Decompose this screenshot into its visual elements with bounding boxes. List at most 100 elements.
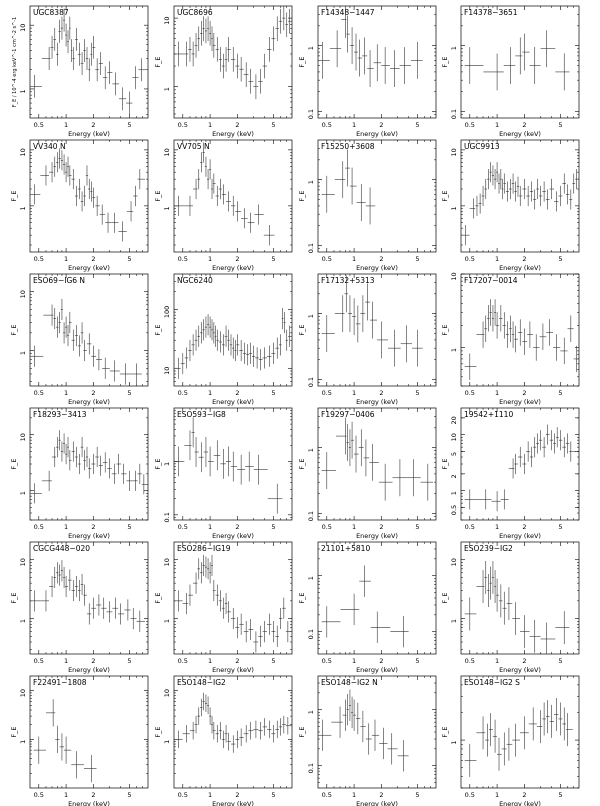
y-tick-label: 10 (19, 558, 27, 566)
x-tick-label: 2 (235, 389, 239, 397)
panel-frame (460, 139, 580, 253)
y-tick-label: 1 (163, 206, 171, 210)
x-tick-label: 2 (522, 791, 526, 799)
x-tick-label: 2 (91, 389, 95, 397)
y-axis-label: F_E (298, 324, 306, 335)
panel-title: 21101+5810 (321, 544, 370, 553)
x-tick-label: 1 (495, 523, 499, 531)
panel-title: ESO148−IG2 (177, 678, 226, 687)
data-series (30, 8, 147, 115)
x-axis-label: Energy (keV) (212, 130, 254, 138)
panel-title: F18293−3413 (33, 410, 87, 419)
x-tick-label: 0.5 (34, 255, 44, 263)
panel-title: ESO286−IG19 (177, 544, 231, 553)
y-tick-label: 0.5 (450, 505, 458, 515)
y-axis-label: F_E / 10^-4 erg keV^-1 cm^-2 s^-1 (12, 17, 18, 107)
x-tick-label: 5 (558, 791, 562, 799)
y-axis-label: F_E (10, 324, 18, 335)
x-axis-label: Energy (keV) (499, 398, 541, 406)
data-series (318, 689, 409, 772)
y-axis-label: F_E (441, 592, 449, 603)
x-tick-label: 0.5 (465, 255, 475, 263)
x-axis-label: Energy (keV) (212, 800, 254, 806)
x-tick-label: 5 (558, 657, 562, 665)
y-axis-label: F_E (10, 592, 18, 603)
x-tick-label: 2 (235, 657, 239, 665)
panel-frame (29, 541, 149, 655)
data-series (30, 298, 142, 385)
y-axis-label: F_E (298, 190, 306, 201)
y-axis-label: F_E (298, 726, 306, 737)
data-series (174, 6, 292, 100)
panel: 0.5 1 2 5 1 10 UGC9913 Energy (keV) F_E (441, 139, 580, 272)
x-tick-label: 5 (558, 255, 562, 263)
y-tick-label: 10 (450, 148, 458, 156)
y-axis-label: F_E (298, 458, 306, 469)
y-tick-label: 1 (19, 491, 27, 495)
y-tick-label: 0.1 (163, 512, 171, 522)
data-series (174, 417, 283, 514)
panel-title: ESO239−IG2 (464, 544, 513, 553)
x-axis-label: Energy (keV) (499, 666, 541, 674)
panel: 0.5 1 2 5 0.1 1 21101+5810 Energy (keV) F_E (298, 541, 437, 674)
x-tick-label: 0.5 (178, 791, 188, 799)
x-tick-label: 2 (379, 657, 383, 665)
y-tick-label: 0.1 (307, 109, 315, 119)
y-axis-label: F_E (154, 324, 162, 335)
x-tick-label: 2 (379, 791, 383, 799)
panel: 0.5 1 2 5 0.1 1 F14378−3651 Energy (keV) F_E (441, 5, 580, 138)
y-tick-label: 1 (307, 448, 315, 452)
panel: 0.5 1 2 5 1 10 UGC8387 Energy (keV) F_E / 10^-4 … (12, 5, 149, 138)
y-tick-label: 1 (307, 46, 315, 50)
x-axis-label: Energy (keV) (68, 398, 110, 406)
x-tick-label: 1 (208, 121, 212, 129)
panel: 0.5 1 2 5 1 10 ESO239−IG2 Energy (keV) F_E (441, 541, 580, 674)
x-tick-label: 2 (379, 389, 383, 397)
panel-title: F15250+3608 (321, 142, 375, 151)
panel-title: F17207−0014 (464, 276, 518, 285)
data-series (464, 424, 576, 512)
x-tick-label: 1 (352, 389, 356, 397)
y-axis-label: F_E (154, 592, 162, 603)
y-axis-label: F_E (441, 324, 449, 335)
panel-frame (29, 139, 149, 253)
x-tick-label: 5 (415, 523, 419, 531)
y-tick-label: 1 (163, 619, 171, 623)
panel-title: VV705 N (177, 142, 210, 151)
y-axis-label: F_E (10, 726, 18, 737)
x-tick-label: 0.5 (178, 255, 188, 263)
x-tick-label: 0.5 (465, 121, 475, 129)
x-tick-label: 2 (379, 523, 383, 531)
y-tick-label: 1 (307, 710, 315, 714)
data-series (464, 299, 579, 380)
panel: 0.5 1 2 5 1 10 VV340 N Energy (keV) F_E (10, 139, 149, 272)
x-axis-label: Energy (keV) (499, 532, 541, 540)
x-tick-label: 2 (91, 255, 95, 263)
y-axis-label: F_E (10, 190, 18, 201)
x-tick-label: 1 (64, 791, 68, 799)
y-tick-label: 1 (19, 206, 27, 210)
data-series (318, 6, 423, 88)
panel-title: UGC9913 (464, 142, 500, 151)
data-series (321, 565, 409, 648)
panel: 0.5 1 2 5 1 10 VV705 N Energy (keV) F_E (154, 139, 293, 272)
x-axis-label: Energy (keV) (212, 532, 254, 540)
panel-frame (173, 675, 293, 789)
x-tick-label: 2 (522, 657, 526, 665)
x-tick-label: 0.5 (34, 791, 44, 799)
x-axis-label: Energy (keV) (68, 800, 110, 806)
data-series (174, 142, 275, 246)
panel-frame (173, 139, 293, 253)
panel-frame (29, 675, 149, 789)
panel: 0.5 1 2 5 0.1 1 F17132+5313 Energy (keV) F_E (298, 273, 437, 406)
y-axis-label: F_E (441, 190, 449, 201)
y-axis-label: F_E (298, 56, 306, 67)
y-tick-label: 1 (450, 491, 458, 495)
x-tick-label: 0.5 (322, 255, 332, 263)
panel-frame (460, 675, 580, 789)
data-series (30, 560, 145, 632)
x-tick-label: 5 (415, 121, 419, 129)
panel-title: F17132+5313 (321, 276, 375, 285)
x-tick-label: 2 (91, 523, 95, 531)
